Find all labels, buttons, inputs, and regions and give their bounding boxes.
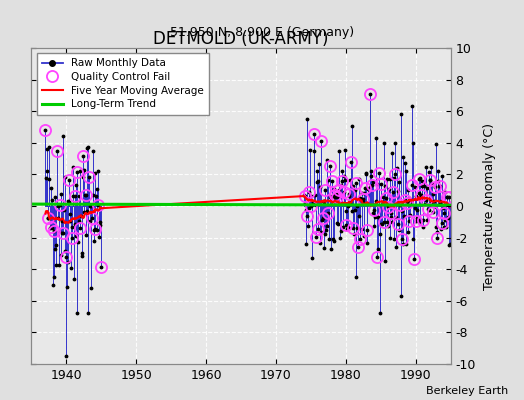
Text: Berkeley Earth: Berkeley Earth: [426, 386, 508, 396]
Legend: Raw Monthly Data, Quality Control Fail, Five Year Moving Average, Long-Term Tren: Raw Monthly Data, Quality Control Fail, …: [37, 53, 209, 114]
Text: 51.950 N, 8.900 E (Germany): 51.950 N, 8.900 E (Germany): [170, 26, 354, 39]
Title: DETMOLD (UK-ARMY): DETMOLD (UK-ARMY): [154, 30, 329, 48]
Y-axis label: Temperature Anomaly (°C): Temperature Anomaly (°C): [483, 122, 496, 290]
